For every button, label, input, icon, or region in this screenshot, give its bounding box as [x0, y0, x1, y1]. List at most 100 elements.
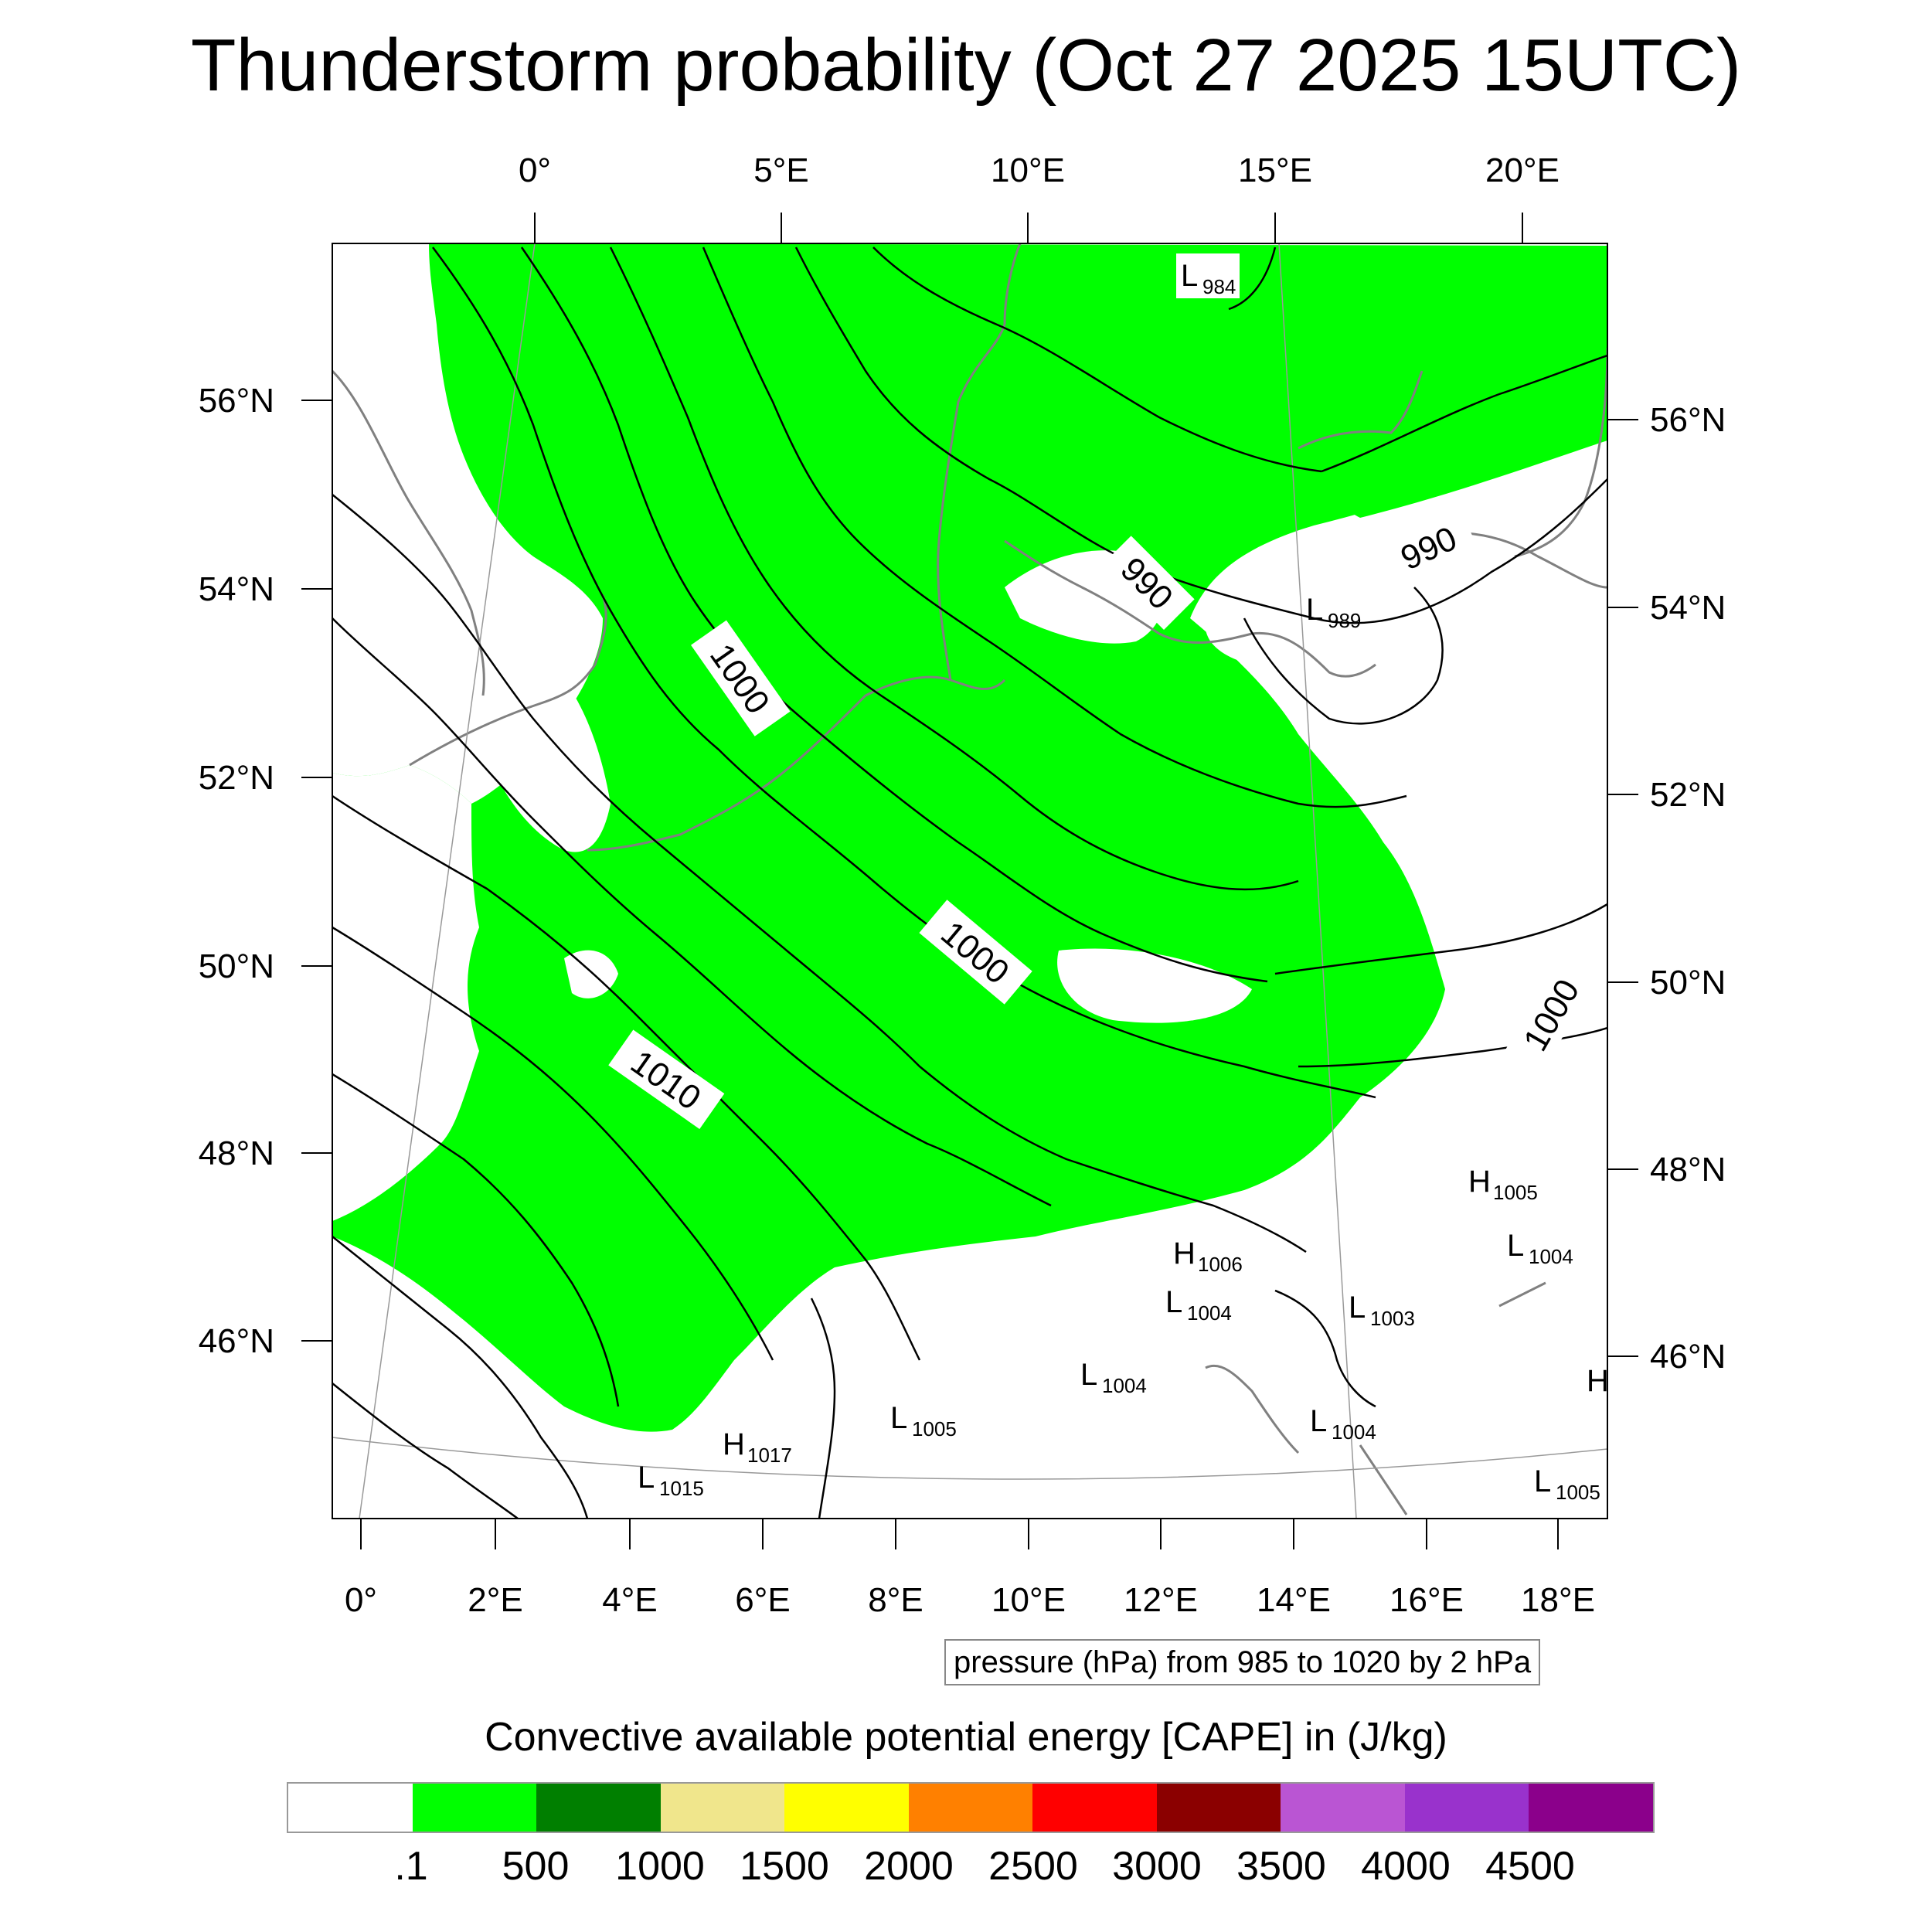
bottom-lon-label: 2°E — [468, 1581, 522, 1619]
bottom-lon-label: 10°E — [992, 1581, 1066, 1619]
top-lon-label: 5°E — [753, 151, 808, 189]
pressure-center-value: 1003 — [1370, 1307, 1415, 1330]
colorbar-title: Convective available potential energy [C… — [485, 1715, 1447, 1760]
colorbar-label: 1000 — [615, 1844, 705, 1889]
colorbar-label: 4500 — [1485, 1844, 1575, 1889]
left-lat-label: 48°N — [199, 1134, 274, 1172]
top-lon-label: 0° — [519, 151, 551, 189]
cape-hole-1 — [478, 677, 611, 852]
pressure-center-value: 1004 — [1187, 1301, 1232, 1325]
bottom-lon-label: 18°E — [1521, 1581, 1595, 1619]
pressure-center-letter: H — [1468, 1165, 1491, 1199]
pressure-center: H 1005 — [1468, 1165, 1538, 1204]
pressure-center: L 1004 — [1080, 1358, 1147, 1397]
colorbar-swatch — [536, 1784, 661, 1832]
pressure-center-value: 1005 — [1493, 1181, 1538, 1204]
tick-marks — [301, 213, 1638, 1549]
isobar-label-group: 990 — [1100, 536, 1195, 630]
left-lat-label: 46°N — [199, 1322, 274, 1360]
pressure-center: L 1004 — [1165, 1285, 1232, 1325]
isobars — [332, 247, 1607, 1519]
top-lon-label: 15°E — [1238, 151, 1312, 189]
right-lat-label: 50°N — [1650, 964, 1726, 1002]
pressure-center-letter: L — [1306, 593, 1323, 627]
pressure-center-letter: H — [1587, 1364, 1609, 1398]
pressure-center-letter: H — [723, 1427, 745, 1461]
pressure-center: L 1005 — [1534, 1464, 1600, 1504]
colorbar-label: 3000 — [1112, 1844, 1202, 1889]
right-lat-label: 54°N — [1650, 589, 1726, 627]
pressure-center-letter: L — [1080, 1358, 1097, 1392]
bottom-lon-label: 6°E — [735, 1581, 790, 1619]
pressure-center: H 1017 — [723, 1427, 792, 1467]
pressure-center: L 989 — [1306, 593, 1361, 632]
coastlines — [332, 243, 1607, 1515]
no-cape-region-southwest — [332, 765, 479, 1221]
pressure-center: L 1003 — [1349, 1291, 1415, 1330]
pressure-center-value: 1004 — [1529, 1245, 1573, 1268]
colorbar-swatch — [908, 1784, 1033, 1832]
cape-hole-4 — [1057, 948, 1252, 1023]
colorbar-label: 3500 — [1236, 1844, 1326, 1889]
cape-region-east — [1323, 340, 1607, 518]
pressure-center: L 1005 — [890, 1401, 957, 1440]
pressure-center-letter: L — [1165, 1285, 1182, 1319]
graticule — [332, 243, 1607, 1519]
bottom-lon-label: 8°E — [868, 1581, 923, 1619]
cape-hole-5 — [564, 950, 618, 998]
pressure-center-value: 1004 — [1332, 1420, 1376, 1444]
colorbar-swatch — [1529, 1784, 1654, 1832]
left-lat-label: 56°N — [199, 382, 274, 420]
colorbar-label: 2500 — [988, 1844, 1078, 1889]
top-lon-label: 10°E — [991, 151, 1065, 189]
colorbar-swatch — [1032, 1784, 1157, 1832]
colorbar-label: 1500 — [740, 1844, 829, 1889]
top-lon-label: 20°E — [1485, 151, 1560, 189]
left-lat-label: 54°N — [199, 570, 274, 608]
right-lat-label: 46°N — [1650, 1338, 1726, 1376]
colorbar-swatch — [1281, 1784, 1405, 1832]
colorbar-swatch — [660, 1784, 785, 1832]
pressure-center-letter: L — [638, 1461, 655, 1495]
right-lat-label: 52°N — [1650, 776, 1726, 814]
colorbar-swatch — [288, 1784, 413, 1832]
pressure-center-value: 1015 — [659, 1477, 704, 1500]
right-lat-label: 56°N — [1650, 401, 1726, 439]
pressure-center: L 1004 — [1507, 1229, 1573, 1268]
pressure-center-letter: L — [890, 1401, 907, 1435]
colorbar-swatch — [412, 1784, 537, 1832]
pressure-center: L 1004 — [1310, 1404, 1376, 1444]
pressure-center-value: 1004 — [1102, 1374, 1147, 1397]
contour-info-box: pressure (hPa) from 985 to 1020 by 2 hPa — [944, 1639, 1541, 1685]
map-frame — [332, 243, 1608, 1519]
pressure-center: L 1015 — [638, 1461, 704, 1500]
left-lat-label: 50°N — [199, 947, 274, 985]
colorbar-label: 4000 — [1361, 1844, 1451, 1889]
pressure-center: L 984 — [1176, 253, 1240, 298]
colorbar-swatch — [1404, 1784, 1529, 1832]
bottom-lon-label: 16°E — [1389, 1581, 1464, 1619]
colorbar — [287, 1782, 1655, 1833]
colorbar-swatch — [784, 1784, 909, 1832]
pressure-center-value: 1005 — [912, 1417, 957, 1440]
right-lat-label: 48°N — [1650, 1151, 1726, 1189]
pressure-center-value: 1006 — [1198, 1253, 1243, 1276]
pressure-center-value: 1005 — [1556, 1481, 1600, 1504]
colorbar-label: 2000 — [864, 1844, 954, 1889]
pressure-center: H — [1587, 1364, 1609, 1398]
colorbar-label: .1 — [394, 1844, 428, 1889]
pressure-center-letter: L — [1349, 1291, 1366, 1325]
pressure-center-value: 989 — [1328, 609, 1361, 632]
pressure-center-letter: H — [1173, 1236, 1196, 1270]
map-title: Thunderstorm probability (Oct 27 2025 15… — [190, 24, 1742, 107]
bottom-lon-label: 14°E — [1257, 1581, 1331, 1619]
bottom-lon-label: 12°E — [1124, 1581, 1198, 1619]
pressure-center-value: 1017 — [747, 1444, 792, 1467]
bottom-lon-label: 4°E — [602, 1581, 657, 1619]
left-lat-label: 52°N — [199, 759, 274, 797]
pressure-center-value: 984 — [1202, 275, 1236, 298]
colorbar-label: 500 — [502, 1844, 570, 1889]
colorbar-swatch — [1156, 1784, 1281, 1832]
pressure-center: H 1006 — [1173, 1236, 1243, 1276]
